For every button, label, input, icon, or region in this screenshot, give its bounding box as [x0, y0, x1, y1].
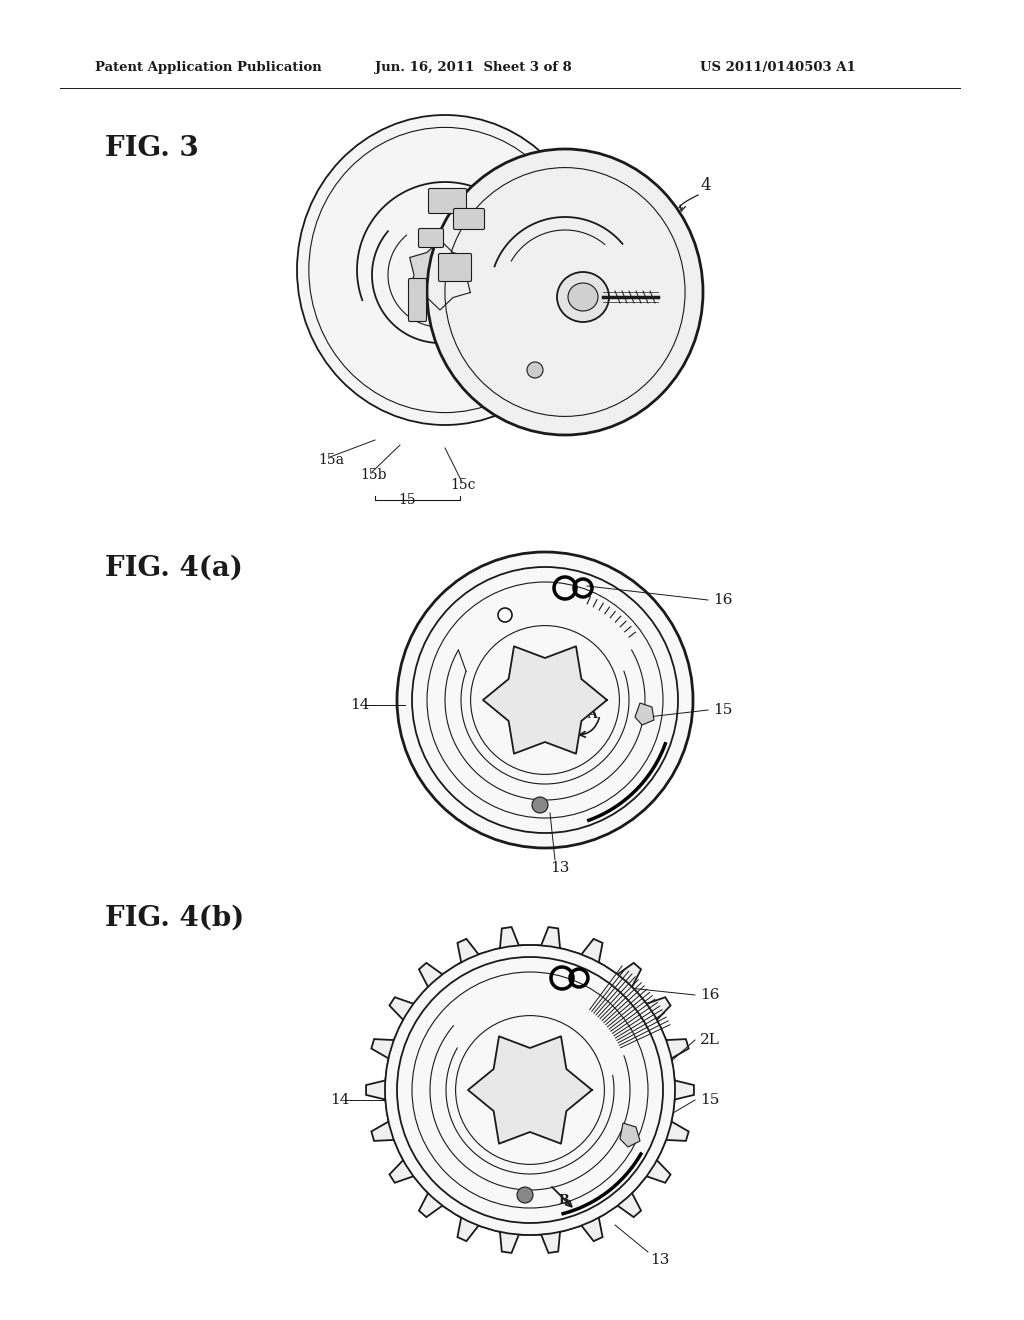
Text: 15a: 15a — [318, 453, 344, 467]
Text: Jun. 16, 2011  Sheet 3 of 8: Jun. 16, 2011 Sheet 3 of 8 — [375, 62, 571, 74]
Text: 14: 14 — [350, 698, 370, 711]
Polygon shape — [635, 704, 654, 725]
Polygon shape — [410, 240, 470, 310]
Text: 16: 16 — [700, 987, 720, 1002]
Text: FIG. 4(a): FIG. 4(a) — [105, 554, 243, 582]
Ellipse shape — [297, 115, 593, 425]
Circle shape — [498, 609, 512, 622]
Text: 13: 13 — [550, 861, 569, 875]
Polygon shape — [483, 647, 607, 754]
Text: 15: 15 — [713, 704, 732, 717]
Circle shape — [532, 797, 548, 813]
Text: 15c: 15c — [450, 478, 475, 492]
Text: Patent Application Publication: Patent Application Publication — [95, 62, 322, 74]
Ellipse shape — [568, 282, 598, 312]
Circle shape — [517, 1187, 534, 1203]
Text: FIG. 4(b): FIG. 4(b) — [105, 906, 245, 932]
Text: B: B — [558, 1193, 568, 1206]
Text: 13: 13 — [650, 1253, 670, 1267]
Text: FIG. 3: FIG. 3 — [105, 135, 199, 162]
Polygon shape — [468, 1036, 592, 1143]
FancyBboxPatch shape — [454, 209, 484, 230]
Ellipse shape — [557, 272, 609, 322]
Text: 4: 4 — [700, 177, 711, 194]
FancyBboxPatch shape — [409, 279, 427, 322]
Circle shape — [527, 362, 543, 378]
FancyBboxPatch shape — [419, 228, 443, 248]
Text: 12: 12 — [635, 358, 654, 372]
Ellipse shape — [427, 149, 703, 436]
Text: 14: 14 — [330, 1093, 349, 1107]
Polygon shape — [620, 1123, 640, 1147]
Circle shape — [397, 552, 693, 847]
Text: 15: 15 — [700, 1093, 720, 1107]
Text: US 2011/0140503 A1: US 2011/0140503 A1 — [700, 62, 856, 74]
Text: A: A — [587, 709, 597, 722]
Circle shape — [385, 945, 675, 1236]
Text: 2L: 2L — [700, 1034, 720, 1047]
Polygon shape — [366, 927, 694, 1253]
FancyBboxPatch shape — [428, 189, 467, 214]
Text: 16: 16 — [713, 593, 732, 607]
FancyBboxPatch shape — [438, 253, 471, 281]
Text: 15b: 15b — [360, 469, 386, 482]
Text: 15: 15 — [398, 492, 416, 507]
